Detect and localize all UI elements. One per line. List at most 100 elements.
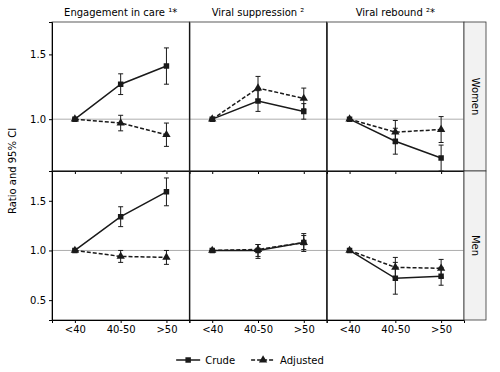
- error-bar-cap: [118, 262, 123, 263]
- y-tick-label: 1.5: [30, 49, 46, 60]
- y-axis-line: [327, 23, 328, 172]
- x-tick: 40-50: [244, 320, 273, 335]
- y-axis-line: [49, 23, 53, 172]
- x-tick: 40-50: [381, 320, 410, 335]
- error-bar-cap: [256, 111, 261, 112]
- error-bar-cap: [301, 233, 306, 234]
- error-bar-cap: [439, 145, 444, 146]
- series-line: [75, 192, 167, 251]
- marks: [189, 234, 326, 259]
- marker: [301, 109, 306, 114]
- error-bar-cap: [439, 259, 444, 260]
- series-line: [350, 119, 442, 158]
- panel-title: Viral rebound ²*: [356, 7, 435, 18]
- marker: [208, 114, 216, 121]
- x-tick-label: >50: [431, 324, 452, 335]
- error-bar-cap: [164, 146, 169, 147]
- y-tick: 1.0: [30, 114, 52, 125]
- legend-label: Crude: [205, 355, 235, 366]
- legend-item: Adjusted: [251, 355, 324, 366]
- x-tick: >50: [294, 320, 315, 335]
- y-tick-mark: [49, 201, 52, 202]
- series-line: [350, 250, 442, 278]
- x-tick-label: 40-50: [107, 324, 136, 335]
- error-bar-cap: [256, 76, 261, 77]
- series-line: [75, 66, 167, 119]
- error-bar-cap: [164, 250, 169, 251]
- x-tick: [304, 171, 305, 174]
- error-bar-cap: [439, 116, 444, 117]
- marker: [118, 81, 123, 86]
- error-bar: [164, 48, 169, 84]
- x-tick: [350, 171, 351, 174]
- error-bar-cap: [118, 130, 123, 131]
- y-tick: 1.5: [30, 49, 52, 60]
- y-axis: [189, 23, 191, 172]
- x-axis-line: [53, 321, 190, 324]
- x-tick: [121, 171, 122, 174]
- x-axis: [190, 171, 327, 174]
- error-bar-cap: [256, 258, 261, 259]
- y-tick: 0.5: [30, 295, 52, 306]
- legend-item: Crude: [176, 355, 235, 366]
- x-tick-mark: [304, 320, 305, 323]
- legend-label: Adjusted: [280, 355, 324, 366]
- x-tick-mark: [166, 320, 167, 323]
- x-tick-mark: [441, 171, 442, 174]
- y-axis: [326, 172, 328, 321]
- x-axis: <4040-50>50: [53, 320, 190, 335]
- y-axis: [326, 23, 328, 172]
- x-axis: <40 40-50 >50: [327, 320, 464, 335]
- row-label: Women: [470, 78, 481, 116]
- marker: [438, 155, 443, 160]
- error-bar-cap: [256, 99, 261, 100]
- y-tick-label: 1.0: [30, 114, 46, 125]
- x-tick-mark: [350, 171, 351, 174]
- x-tick-mark: [395, 320, 396, 323]
- panel: Viral rebound ²* Women: [327, 7, 486, 174]
- x-tick-mark: [212, 320, 213, 323]
- marks: [52, 178, 189, 264]
- error-bar-cap: [393, 154, 398, 155]
- marker: [118, 214, 123, 219]
- y-tick-mark: [49, 300, 52, 301]
- panel: 0.51.01.5<4040-50>50: [30, 171, 190, 335]
- x-tick: >50: [431, 320, 452, 335]
- x-tick-mark: [75, 171, 76, 174]
- x-tick-label: 40-50: [244, 324, 273, 335]
- marker: [391, 263, 399, 270]
- marker: [162, 253, 170, 260]
- marker: [254, 245, 262, 252]
- x-tick-mark: [304, 171, 305, 174]
- x-axis-line: [190, 321, 327, 324]
- x-tick: [395, 171, 396, 174]
- error-bar: [118, 74, 123, 95]
- x-tick: 40-50: [107, 320, 136, 335]
- error-bar-cap: [118, 226, 123, 227]
- marker: [164, 189, 169, 194]
- y-tick-mark: [49, 54, 52, 55]
- y-axis-title: Ratio and 95% CI: [7, 128, 18, 214]
- error-bar: [118, 207, 123, 227]
- legend-marker: [185, 357, 190, 362]
- x-tick-label: <40: [65, 324, 86, 335]
- y-tick-label: 1.5: [30, 196, 46, 207]
- x-tick-label: <40: [340, 324, 361, 335]
- marker: [117, 252, 125, 259]
- x-tick: [258, 171, 259, 174]
- panel-title: Engagement in care ¹*: [64, 7, 177, 18]
- legend-marker: [259, 355, 267, 362]
- row-label: Men: [470, 235, 481, 256]
- panel-frame: [52, 22, 189, 171]
- error-bar-cap: [301, 108, 306, 109]
- marks: [327, 246, 464, 295]
- y-axis: 0.51.01.5: [30, 172, 52, 321]
- chart: 1.0 1.5 Engagement in care ¹* Ratio and 95%…: [0, 0, 500, 372]
- error-bar-cap: [439, 285, 444, 286]
- marks: [327, 114, 464, 171]
- panel-frame: [327, 22, 464, 171]
- x-tick-label: >50: [294, 324, 315, 335]
- x-axis-line: [327, 321, 464, 324]
- marker: [391, 127, 399, 134]
- row-label-strip: [464, 22, 486, 171]
